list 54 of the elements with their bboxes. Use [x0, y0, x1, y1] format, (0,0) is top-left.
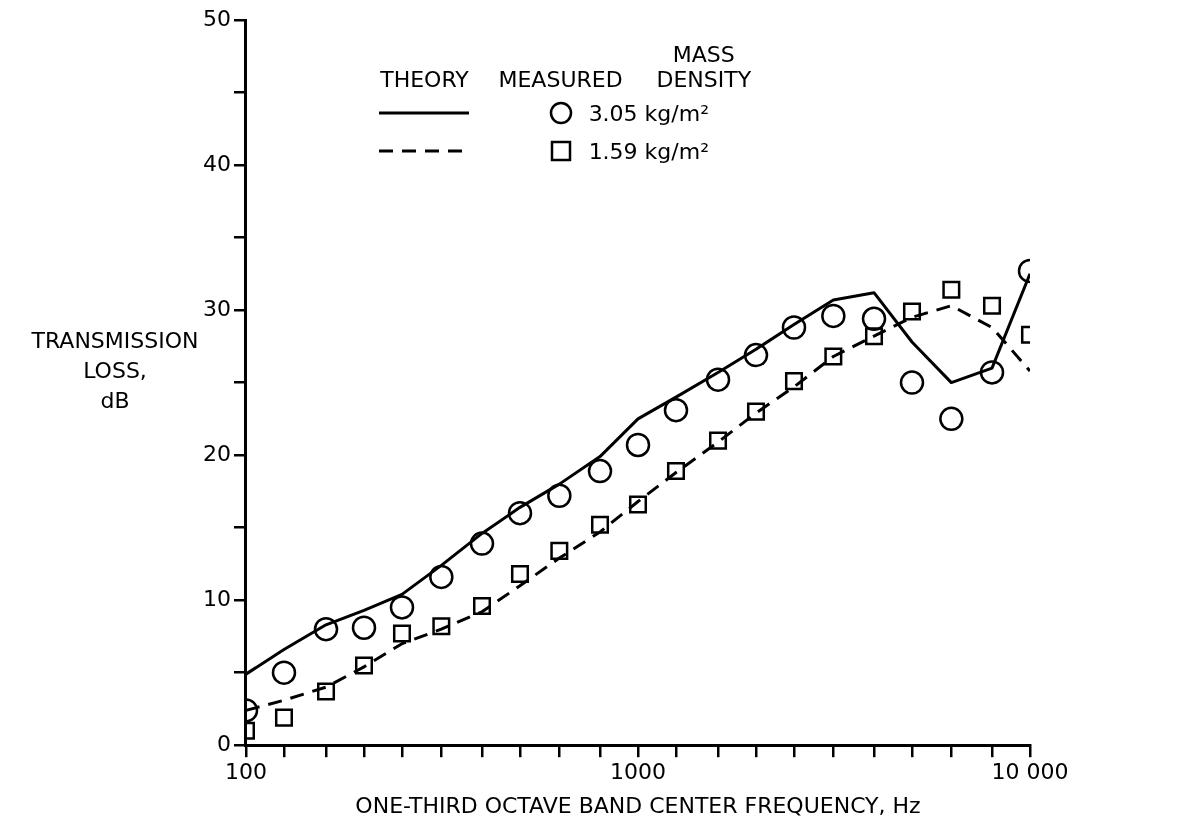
x-tick-label: 10 000: [991, 759, 1069, 785]
point: [982, 296, 1002, 315]
point: [316, 682, 336, 701]
point: [861, 306, 887, 332]
point: [899, 370, 925, 395]
point: [587, 458, 613, 484]
x-tick-label: 100: [224, 759, 267, 785]
point: [942, 280, 961, 299]
point: [824, 347, 843, 366]
point: [313, 616, 339, 642]
annotation: MASS DENSITY: [655, 41, 753, 94]
point: [547, 483, 572, 508]
y-tick-label: 0: [216, 730, 231, 756]
point: [821, 303, 846, 329]
point: [979, 360, 1005, 385]
y-tick-label: 20: [202, 440, 231, 466]
point: [666, 462, 686, 481]
point: [864, 327, 884, 346]
point: [274, 708, 294, 727]
point: [429, 564, 454, 590]
legend-label: 1.59 kg/m²: [588, 137, 710, 166]
point: [271, 660, 297, 685]
annotation: MEASURED: [497, 66, 624, 94]
point: [743, 342, 769, 368]
x-tick-label: 1000: [610, 759, 666, 785]
point: [781, 315, 807, 340]
point: [392, 624, 412, 643]
point: [708, 431, 728, 450]
y-tick-label: 10: [202, 585, 231, 611]
point: [625, 432, 651, 458]
point: [550, 541, 569, 560]
y-axis-title: TRANSMISSION LOSS, dB: [30, 328, 199, 414]
x-axis-title: ONE-THIRD OCTAVE BAND CENTER FREQUENCY, Hz: [355, 792, 921, 818]
point: [590, 515, 610, 534]
point: [939, 406, 964, 432]
point: [628, 495, 648, 514]
y-tick-label: 40: [202, 150, 231, 176]
legend-label: 3.05 kg/m²: [588, 99, 710, 128]
y-tick-label: 30: [202, 295, 231, 321]
point: [663, 397, 689, 423]
point: [746, 402, 766, 421]
point: [507, 500, 533, 526]
point: [902, 302, 922, 321]
y-tick-label: 50: [202, 5, 231, 31]
annotation: THEORY: [379, 66, 470, 94]
point: [432, 617, 451, 636]
point: [351, 615, 377, 640]
point: [705, 367, 731, 392]
point: [469, 531, 495, 556]
point: [389, 595, 415, 620]
point: [510, 565, 530, 584]
point: [472, 596, 492, 615]
point: [354, 656, 374, 675]
point: [784, 372, 804, 391]
